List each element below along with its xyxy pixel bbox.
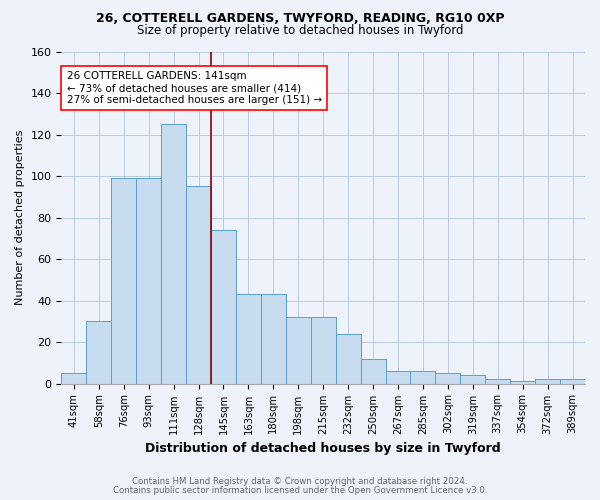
- Bar: [236, 294, 261, 384]
- Bar: [261, 294, 286, 384]
- Text: 26 COTTERELL GARDENS: 141sqm
← 73% of detached houses are smaller (414)
27% of s: 26 COTTERELL GARDENS: 141sqm ← 73% of de…: [67, 72, 322, 104]
- Bar: [485, 380, 510, 384]
- Bar: [386, 371, 410, 384]
- X-axis label: Distribution of detached houses by size in Twyford: Distribution of detached houses by size …: [145, 442, 501, 455]
- Bar: [436, 373, 460, 384]
- Text: Contains public sector information licensed under the Open Government Licence v3: Contains public sector information licen…: [113, 486, 487, 495]
- Bar: [136, 178, 161, 384]
- Bar: [111, 178, 136, 384]
- Text: Contains HM Land Registry data © Crown copyright and database right 2024.: Contains HM Land Registry data © Crown c…: [132, 477, 468, 486]
- Text: Size of property relative to detached houses in Twyford: Size of property relative to detached ho…: [137, 24, 463, 37]
- Bar: [211, 230, 236, 384]
- Bar: [361, 358, 386, 384]
- Bar: [560, 380, 585, 384]
- Bar: [86, 322, 111, 384]
- Bar: [460, 376, 485, 384]
- Bar: [311, 317, 335, 384]
- Bar: [510, 382, 535, 384]
- Bar: [535, 380, 560, 384]
- Y-axis label: Number of detached properties: Number of detached properties: [15, 130, 25, 305]
- Bar: [161, 124, 186, 384]
- Bar: [61, 373, 86, 384]
- Bar: [186, 186, 211, 384]
- Bar: [286, 317, 311, 384]
- Text: 26, COTTERELL GARDENS, TWYFORD, READING, RG10 0XP: 26, COTTERELL GARDENS, TWYFORD, READING,…: [96, 12, 504, 26]
- Bar: [335, 334, 361, 384]
- Bar: [410, 371, 436, 384]
